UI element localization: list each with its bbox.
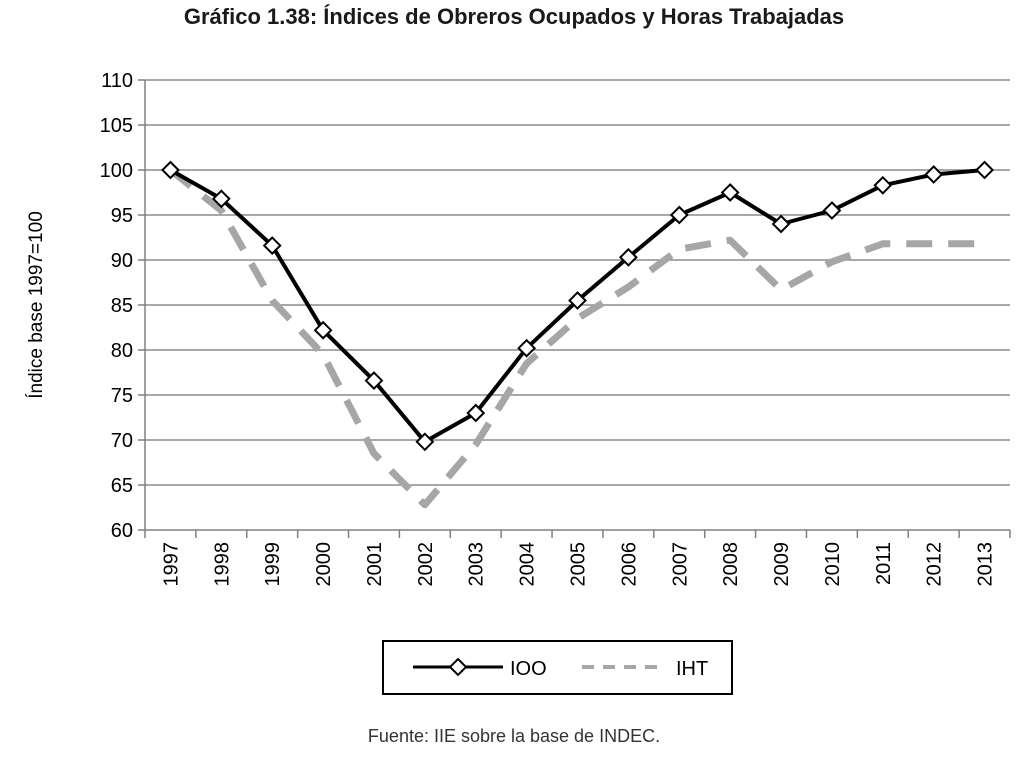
x-tick-label: 2013 [975,542,997,587]
data-point-ioo [364,371,384,391]
legend-label-ioo: IOO [510,658,547,680]
data-point-ioo [873,175,893,195]
x-tick-label: 2002 [415,542,437,587]
chart-title: Gráfico 1.38: Índices de Obreros Ocupado… [183,4,845,29]
y-tick-label: 105 [100,115,133,137]
data-point-ioo [618,247,638,267]
series [161,160,994,509]
y-tick-label: 60 [111,520,133,542]
legend-label-iht: IHT [676,658,708,680]
data-point-ioo [669,205,689,225]
y-tick-label: 80 [111,340,133,362]
data-point-ioo [415,432,435,452]
series-line-iht [168,167,985,509]
y-tick-label: 90 [111,250,133,272]
data-point-ioo [161,160,180,180]
x-tick-label: 2005 [568,542,590,587]
x-tick-label: 2012 [924,542,946,587]
y-tick-label: 85 [111,295,133,317]
source-note: Fuente: IIE sobre la base de INDEC. [367,726,661,746]
x-tick-label: 2010 [822,542,844,587]
x-tick-label: 2004 [517,542,539,587]
x-tick-label: 2006 [618,542,640,587]
legend-box [382,640,733,695]
x-tick-label: 1999 [262,542,284,587]
x-tick-label: 2008 [720,542,742,587]
x-tick-label: 2007 [669,542,691,587]
data-point-ioo [924,165,944,184]
y-tick-label: 110 [101,70,133,92]
y-tick-label: 100 [100,160,133,182]
y-tick-label: 70 [111,430,133,452]
data-point-ioo [211,189,231,209]
data-point-ioo [517,338,537,358]
y-tick-label: 75 [111,385,133,407]
x-tick-label: 2000 [313,542,335,587]
data-point-ioo [313,320,333,340]
legend: IOO IHT [382,640,733,695]
gridlines [145,79,1010,486]
x-tick-label: 1997 [160,542,182,587]
data-point-ioo [466,403,486,423]
y-tick-label: 65 [111,475,133,497]
y-tick-label: 95 [111,205,133,227]
x-tick-label: 2003 [466,542,488,587]
x-tick-label: 2001 [364,542,386,587]
data-point-ioo [720,183,740,202]
axes: 60 65 70 75 80 85 90 95 100 105 110 1997 1998 1999 200… [26,70,1011,587]
x-tick-label: 1998 [211,542,233,587]
data-point-ioo [771,214,791,234]
data-point-ioo [822,201,842,220]
data-point-ioo [262,236,282,256]
data-point-ioo [975,160,994,180]
x-tick-label: 2009 [771,542,793,587]
x-tick-label: 2011 [873,542,895,585]
legend-marker-ioo [448,657,468,677]
y-axis-label: Índice base 1997=100 [26,211,47,399]
data-point-ioo [568,291,587,310]
